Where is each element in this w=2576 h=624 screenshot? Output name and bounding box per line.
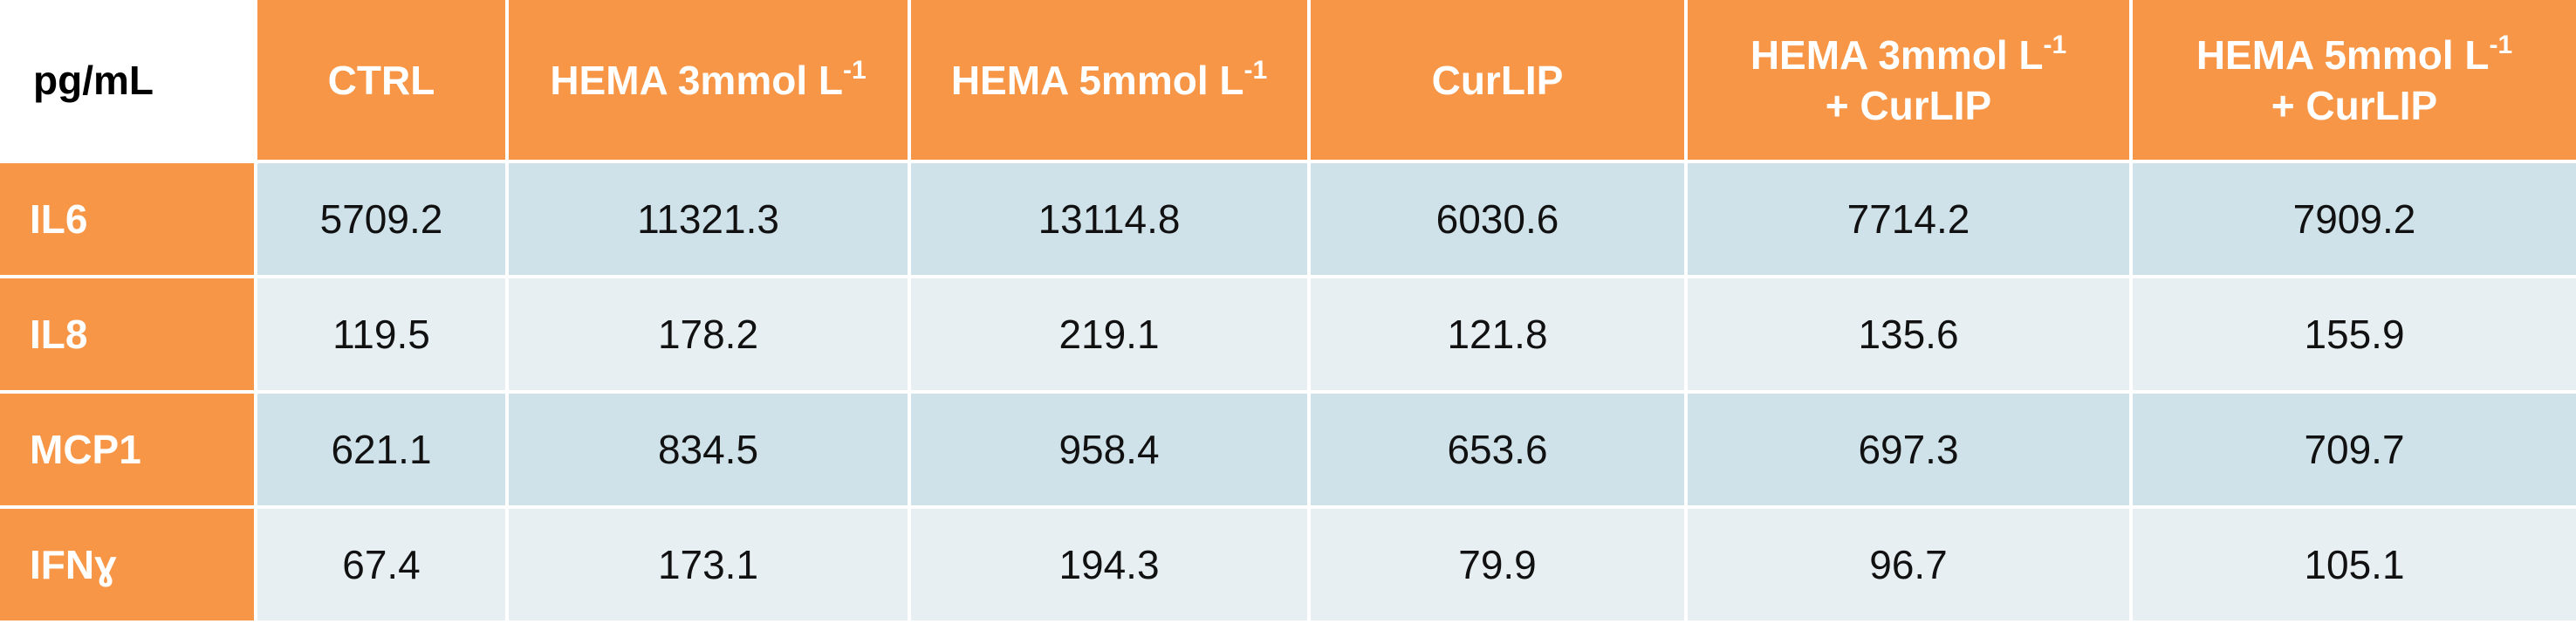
column-header-second-line: + CurLIP bbox=[2271, 82, 2438, 128]
value-cell: 6030.6 bbox=[1309, 161, 1688, 278]
value-cell: 96.7 bbox=[1686, 507, 2133, 624]
column-header-curlip: CurLIP bbox=[1309, 0, 1688, 163]
value-cell: 121.8 bbox=[1309, 277, 1688, 394]
value-cell: 5709.2 bbox=[256, 161, 509, 278]
value-cell: 834.5 bbox=[507, 392, 911, 509]
value-cell: 697.3 bbox=[1686, 392, 2133, 509]
column-header-hema-3-curlip: HEMA 3mmol L-1 + CurLIP bbox=[1686, 0, 2133, 163]
column-header-superscript: -1 bbox=[1243, 55, 1268, 85]
value-cell: 135.6 bbox=[1686, 277, 2133, 394]
value-cell: 105.1 bbox=[2131, 507, 2576, 624]
value-cell: 67.4 bbox=[256, 507, 509, 624]
column-header-line: CurLIP bbox=[1311, 55, 1684, 106]
value-cell: 173.1 bbox=[507, 507, 911, 624]
value-cell: 653.6 bbox=[1309, 392, 1688, 509]
column-header-text: HEMA 3mmol L bbox=[1750, 31, 2044, 78]
value-cell: 11321.3 bbox=[507, 161, 911, 278]
table-row-mcp1: MCP1 621.1 834.5 958.4 653.6 697.3 709.7 bbox=[0, 392, 2576, 509]
column-header-superscript: -1 bbox=[2489, 30, 2513, 59]
column-header-line: CTRL bbox=[257, 55, 505, 106]
row-label: MCP1 bbox=[0, 392, 257, 509]
value-cell: 194.3 bbox=[909, 507, 1311, 624]
column-header-ctrl: CTRL bbox=[256, 0, 509, 163]
value-cell: 13114.8 bbox=[909, 161, 1311, 278]
column-header-hema-3: HEMA 3mmol L-1 bbox=[507, 0, 911, 163]
value-cell: 119.5 bbox=[256, 277, 509, 394]
column-header-line: HEMA 3mmol L-1 bbox=[1688, 30, 2129, 80]
table-row-ifng: IFNɣ 67.4 173.1 194.3 79.9 96.7 105.1 bbox=[0, 507, 2576, 624]
column-header-hema-5-curlip: HEMA 5mmol L-1 + CurLIP bbox=[2131, 0, 2576, 163]
value-cell: 709.7 bbox=[2131, 392, 2576, 509]
table-row-il8: IL8 119.5 178.2 219.1 121.8 135.6 155.9 bbox=[0, 277, 2576, 394]
unit-label: pg/mL bbox=[0, 0, 257, 163]
value-cell: 7714.2 bbox=[1686, 161, 2133, 278]
column-header-text: HEMA 5mmol L bbox=[2196, 31, 2490, 78]
column-header-text: HEMA 5mmol L bbox=[950, 57, 1244, 103]
column-header-line: HEMA 5mmol L-1 bbox=[2133, 30, 2576, 80]
column-header-line: HEMA 5mmol L-1 bbox=[911, 55, 1307, 106]
value-cell: 219.1 bbox=[909, 277, 1311, 394]
row-label: IL6 bbox=[0, 161, 257, 278]
header-row: pg/mL CTRL HEMA 3mmol L-1 HEMA 5mmol L-1… bbox=[0, 0, 2576, 163]
value-cell: 79.9 bbox=[1309, 507, 1688, 624]
value-cell: 958.4 bbox=[909, 392, 1311, 509]
column-header-line: HEMA 3mmol L-1 bbox=[509, 55, 908, 106]
value-cell: 178.2 bbox=[507, 277, 911, 394]
column-header-text: CTRL bbox=[327, 57, 435, 103]
table-row-il6: IL6 5709.2 11321.3 13114.8 6030.6 7714.2… bbox=[0, 161, 2576, 278]
row-label: IL8 bbox=[0, 277, 257, 394]
row-label: IFNɣ bbox=[0, 507, 257, 624]
value-cell: 621.1 bbox=[256, 392, 509, 509]
value-cell: 155.9 bbox=[2131, 277, 2576, 394]
column-header-text: CurLIP bbox=[1431, 57, 1564, 103]
column-header-superscript: -1 bbox=[842, 55, 867, 85]
value-cell: 7909.2 bbox=[2131, 161, 2576, 278]
column-header-text: HEMA 3mmol L bbox=[550, 57, 843, 103]
column-header-superscript: -1 bbox=[2043, 30, 2067, 59]
column-header-hema-5: HEMA 5mmol L-1 bbox=[909, 0, 1311, 163]
column-header-second-line: + CurLIP bbox=[1825, 82, 1992, 128]
